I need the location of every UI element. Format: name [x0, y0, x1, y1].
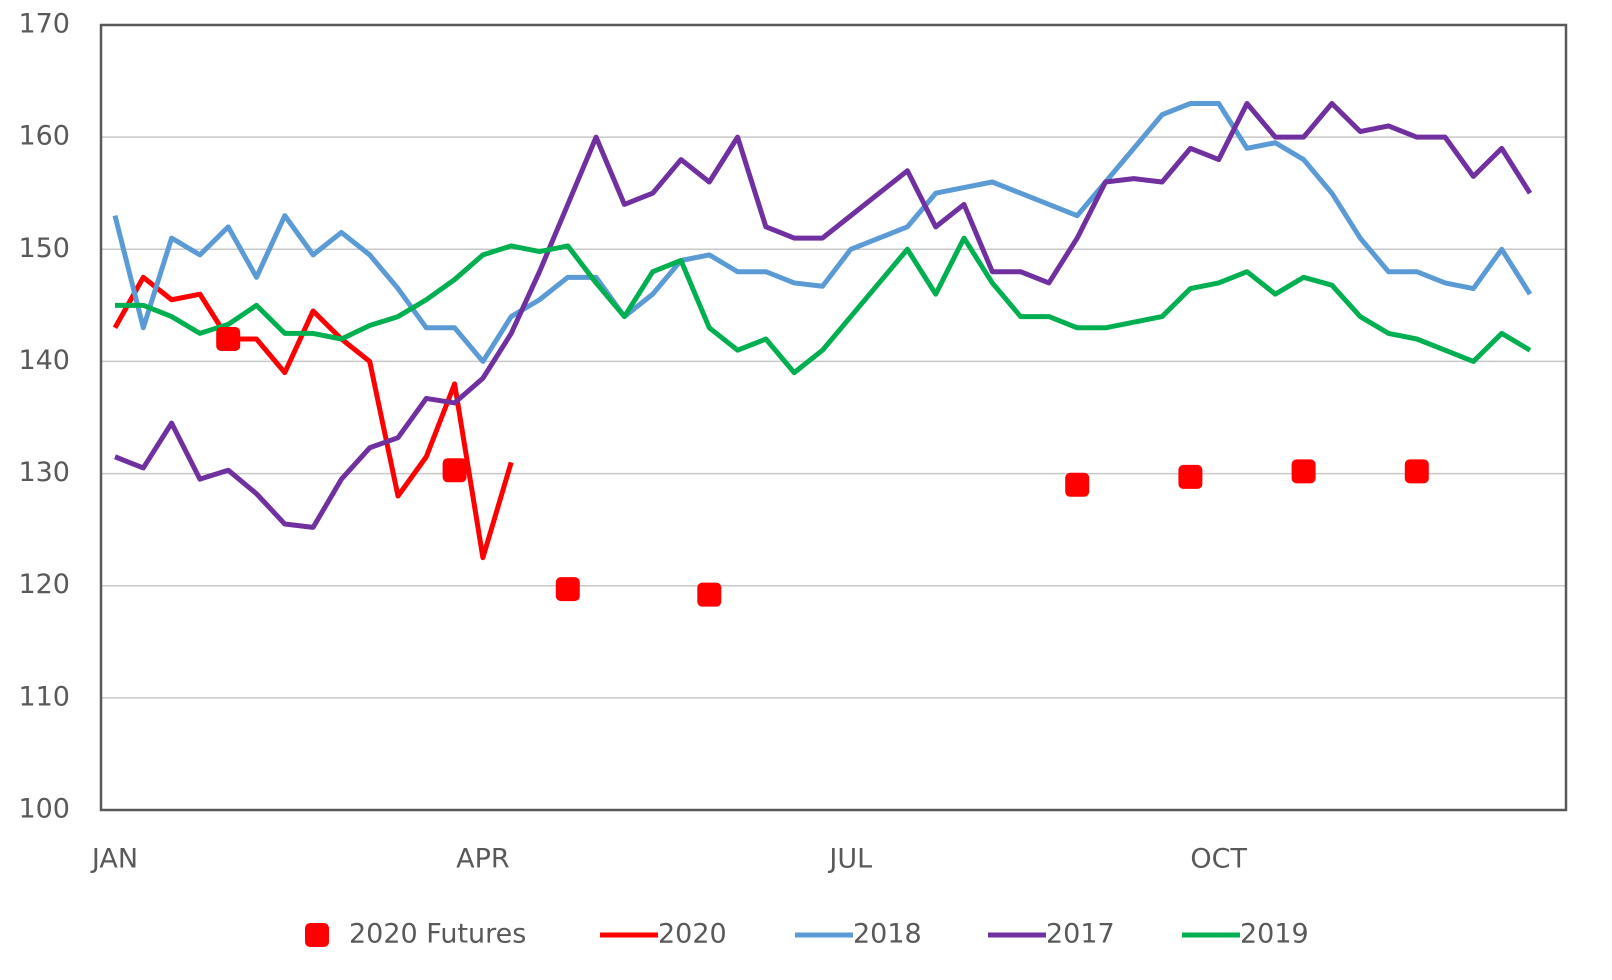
y-tick-label: 140 [18, 345, 70, 376]
marker [555, 577, 580, 602]
legend-item: 2017 [988, 919, 1115, 950]
legend-item: 2019 [1182, 919, 1309, 950]
marker [1404, 459, 1429, 484]
y-tick-label: 110 [18, 681, 70, 712]
legend-item: 2018 [795, 919, 922, 950]
marker [216, 327, 241, 351]
legend-label: 2018 [853, 919, 922, 950]
series-line [112, 274, 514, 561]
legend-label: 2020 [658, 919, 727, 950]
x-tick-label: OCT [1190, 844, 1247, 875]
x-tick-label: APR [456, 844, 510, 875]
marker [1065, 472, 1090, 497]
plot-frame [99, 23, 1568, 812]
x-tick-label: JUL [827, 844, 872, 875]
y-tick-label: 130 [18, 457, 70, 488]
series-line [114, 101, 1533, 530]
marker [697, 582, 722, 607]
y-tick-label: 150 [18, 233, 70, 264]
legend-label: 2019 [1240, 919, 1309, 950]
legend-item: 2020 [600, 919, 727, 950]
x-tick-label: JAN [90, 844, 138, 875]
legend-item: 2020 Futures [305, 919, 526, 950]
y-tick-label: 120 [18, 569, 70, 600]
y-tick-label: 170 [18, 9, 70, 40]
marker [1291, 459, 1316, 484]
marker [442, 458, 467, 483]
series-line [112, 101, 1533, 364]
series-line [115, 235, 1532, 376]
y-tick-label: 160 [18, 121, 70, 152]
legend-label: 2020 Futures [349, 919, 526, 950]
legend-label: 2017 [1046, 919, 1115, 950]
legend-marker [305, 923, 329, 947]
marker [1178, 464, 1203, 489]
y-tick-label: 100 [18, 794, 70, 825]
